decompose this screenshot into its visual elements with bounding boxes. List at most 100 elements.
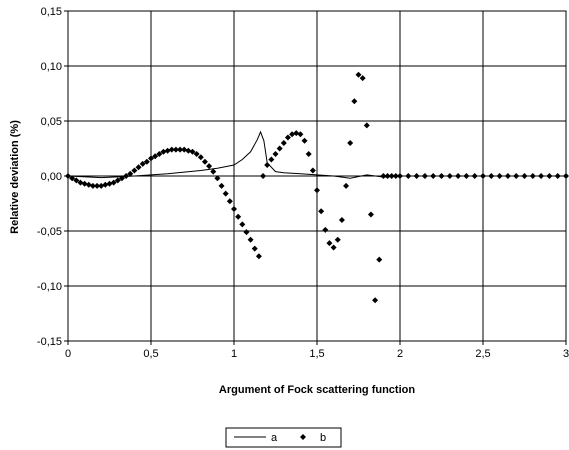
series-b-point	[309, 167, 316, 174]
series-b-point	[521, 173, 528, 179]
series-b-point	[326, 240, 333, 247]
series-b-point	[106, 180, 113, 187]
series-b-point	[98, 182, 105, 189]
series-b-point	[563, 173, 569, 179]
series-b-point	[367, 211, 374, 218]
y-tick-label: 0,05	[41, 116, 62, 128]
series-b-point	[421, 173, 428, 179]
series-b-point	[222, 190, 229, 197]
series-b-point	[272, 151, 279, 157]
series-b-point	[301, 137, 308, 144]
series-b-point	[334, 236, 341, 243]
series-b-point	[65, 173, 71, 179]
series-b-point	[160, 148, 167, 155]
series-b-point	[185, 147, 192, 154]
series-b-point	[372, 297, 379, 304]
series-b-point	[239, 221, 246, 228]
series-b-point	[181, 146, 188, 153]
series-b-point	[405, 173, 412, 179]
series-b-point	[73, 177, 80, 184]
series-b-point	[81, 180, 88, 187]
series-b-point	[397, 173, 403, 179]
y-tick-label: -0,10	[37, 281, 62, 293]
series-b-point	[363, 122, 370, 129]
series-b-point	[231, 206, 237, 212]
series-b-point	[388, 173, 395, 179]
series-b-point	[289, 131, 296, 138]
series-b-point	[359, 75, 366, 82]
series-b-point	[201, 158, 208, 165]
series-b-point	[529, 173, 536, 179]
series-b-point	[280, 140, 287, 146]
series-b-point	[264, 162, 271, 168]
series-b-point	[318, 208, 325, 215]
series-b-point	[305, 151, 312, 157]
series-b-point	[297, 131, 304, 138]
series-b-point	[214, 175, 221, 182]
series-b-point	[463, 173, 470, 179]
series-b-point	[247, 236, 254, 243]
series-b-point	[235, 213, 242, 220]
series-b-point	[330, 244, 337, 251]
series-b-point	[455, 173, 462, 179]
series-b-point	[131, 167, 138, 174]
series-b-point	[69, 175, 76, 182]
series-b-point	[226, 198, 233, 205]
series-b-point	[293, 130, 300, 137]
series-b-point	[538, 173, 545, 179]
series-b-point	[276, 145, 283, 152]
legend-label-a: a	[271, 432, 278, 444]
series-b-point	[177, 146, 184, 153]
series-b-point	[488, 173, 495, 179]
series-b-point	[343, 182, 350, 189]
series-b-point	[189, 148, 196, 155]
series-b-point	[110, 179, 117, 186]
series-b-point	[102, 181, 109, 188]
series-b-point	[206, 163, 213, 170]
y-axis-title: Relative deviation (%)	[9, 120, 21, 234]
x-tick-label: 2,5	[475, 348, 490, 360]
series-b-point	[127, 170, 134, 177]
series-b-point	[114, 177, 121, 184]
series-b-point	[480, 173, 486, 179]
series-b-point	[85, 181, 92, 188]
series-b-point	[255, 253, 262, 260]
series-b-point	[193, 151, 200, 157]
legend-box	[225, 427, 342, 448]
tick-labels: 0 0,5 1 1,5 2 2,5 3 -0,15 -0,10 -0,05 0,00 0,05 0,10…	[37, 6, 569, 360]
series-b-point	[284, 134, 291, 141]
x-tick-label: 3	[563, 348, 569, 360]
series-b-point	[89, 182, 96, 189]
series-b-point	[413, 173, 420, 179]
x-axis-title: Argument of Fock scattering function	[219, 384, 415, 396]
series-b-point	[546, 173, 553, 179]
series-a-path	[67, 130, 566, 179]
series-b-point	[268, 156, 275, 163]
series-b-point	[118, 175, 125, 182]
series-b-point	[496, 173, 503, 179]
series-b-point	[376, 256, 383, 263]
series-b-point	[143, 158, 150, 165]
series-b-point	[438, 173, 445, 179]
series-b-point	[164, 147, 171, 154]
x-tick-label: 1	[231, 348, 237, 360]
series-b-point	[504, 173, 511, 179]
series-b-point	[384, 173, 391, 179]
series-b-point	[148, 155, 154, 162]
series-b-point	[471, 173, 478, 179]
series-a-line	[67, 130, 566, 179]
series-b-points	[65, 71, 569, 304]
y-tick-label: 0,15	[41, 6, 62, 18]
x-tick-label: 0,5	[143, 348, 158, 360]
series-b-point	[554, 173, 561, 179]
series-b-point	[210, 168, 217, 175]
y-tick-label: -0,15	[37, 336, 62, 348]
series-b-point	[172, 146, 179, 153]
series-b-point	[123, 173, 130, 179]
series-b-point	[77, 179, 84, 186]
series-b-point	[513, 173, 520, 179]
series-b-point	[380, 173, 387, 179]
legend-label-b: b	[320, 432, 326, 444]
series-b-point	[251, 245, 258, 252]
